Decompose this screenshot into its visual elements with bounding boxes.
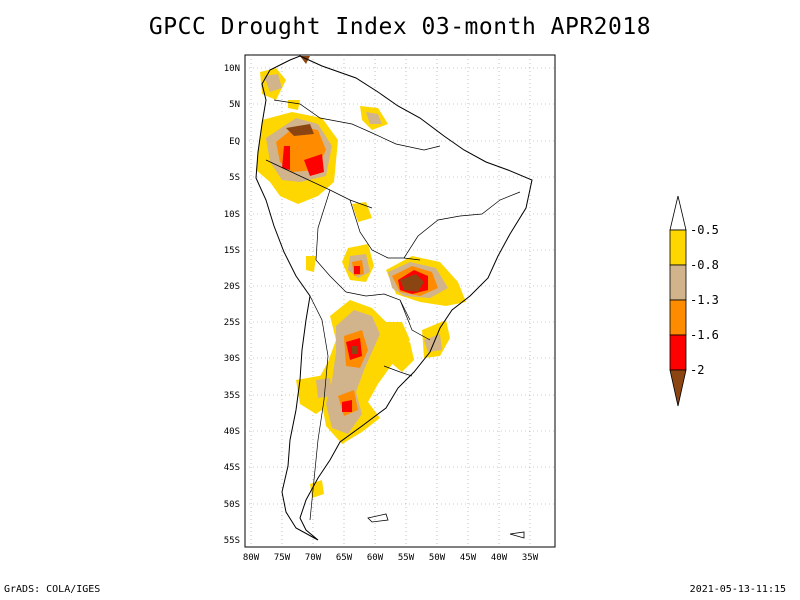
colorbar-label: -2 — [690, 363, 704, 377]
lat-label: EQ — [229, 137, 240, 147]
lon-label: 70W — [305, 553, 322, 563]
lat-label: 50S — [224, 500, 240, 510]
colorbar-label: -1.3 — [690, 293, 719, 307]
islands — [367, 513, 525, 539]
lat-label: 15S — [224, 246, 240, 256]
lon-label: 50W — [429, 553, 446, 563]
colorbar-label: -0.8 — [690, 258, 719, 272]
colorbar-segment — [669, 229, 687, 266]
lon-label: 60W — [367, 553, 384, 563]
lon-label: 75W — [274, 553, 291, 563]
colorbar-segment — [669, 264, 687, 301]
colorbar-label: -1.6 — [690, 328, 719, 342]
lat-label: 55S — [224, 536, 240, 546]
colorbar-label: -0.5 — [690, 223, 719, 237]
lat-label: 25S — [224, 318, 240, 328]
lat-label: 10S — [224, 210, 240, 220]
latitude-labels: 10N 5N EQ 5S 10S 15S 20S 25S 30S 35S 40S… — [224, 64, 240, 546]
coastline — [255, 55, 533, 541]
lat-label: 10N — [224, 64, 240, 74]
lat-label: 30S — [224, 354, 240, 364]
map-title: GPCC Drought Index 03-month APR2018 — [148, 14, 652, 40]
lon-label: 55W — [398, 553, 415, 563]
colorbar — [669, 195, 687, 407]
colorbar-segment — [669, 299, 687, 336]
drought-shading-worst — [286, 56, 424, 354]
lon-label: 45W — [460, 553, 477, 563]
colorbar-segment — [669, 334, 687, 371]
colorbar-segment — [669, 369, 687, 407]
lat-label: 5N — [229, 100, 240, 110]
footer-timestamp: 2021-05-13-11:15 — [689, 584, 786, 595]
footer-credit: GrADS: COLA/IGES — [4, 584, 101, 595]
lon-label: 65W — [336, 553, 353, 563]
lon-label: 80W — [243, 553, 260, 563]
lon-label: 35W — [522, 553, 539, 563]
lat-label: 20S — [224, 282, 240, 292]
country-borders — [265, 99, 521, 521]
lat-label: 45S — [224, 463, 240, 473]
colorbar-labels: -0.5 -0.8 -1.3 -1.6 -2 — [690, 223, 719, 377]
longitude-labels: 80W 75W 70W 65W 60W 55W 50W 45W 40W 35W — [243, 553, 539, 563]
lat-label: 5S — [229, 173, 240, 183]
lat-label: 40S — [224, 427, 240, 437]
colorbar-segment — [669, 195, 687, 231]
lon-label: 40W — [491, 553, 508, 563]
lat-label: 35S — [224, 391, 240, 401]
